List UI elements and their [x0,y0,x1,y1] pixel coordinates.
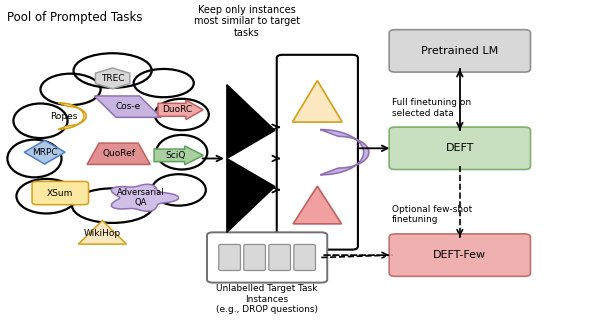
Polygon shape [320,129,369,175]
Text: Ropes: Ropes [50,112,78,120]
FancyBboxPatch shape [207,232,327,283]
Ellipse shape [152,174,206,206]
Ellipse shape [133,69,194,97]
Polygon shape [227,158,275,232]
Polygon shape [292,80,342,122]
Text: Pretrained LM: Pretrained LM [421,46,498,56]
Text: SciQ: SciQ [165,151,185,160]
FancyBboxPatch shape [389,30,530,72]
FancyBboxPatch shape [219,244,240,270]
Ellipse shape [16,179,77,213]
Ellipse shape [7,140,62,177]
Polygon shape [154,146,204,165]
Text: Adversarial
QA: Adversarial QA [117,188,165,207]
FancyBboxPatch shape [277,55,358,250]
Text: DEFT: DEFT [446,143,474,153]
FancyBboxPatch shape [294,244,315,270]
Text: TREC: TREC [101,74,124,83]
Text: DEFT-Few: DEFT-Few [433,250,486,260]
Polygon shape [94,96,161,117]
Polygon shape [79,221,126,244]
FancyBboxPatch shape [389,127,530,169]
Ellipse shape [72,188,153,223]
Polygon shape [24,140,65,164]
Text: Unlabelled Target Task
Instances
(e.g., DROP questions): Unlabelled Target Task Instances (e.g., … [216,284,318,314]
Polygon shape [227,85,275,158]
Polygon shape [293,186,341,224]
Ellipse shape [155,99,209,130]
Text: Pool of Prompted Tasks: Pool of Prompted Tasks [7,11,143,24]
Ellipse shape [13,103,68,138]
Polygon shape [95,68,130,89]
FancyBboxPatch shape [244,244,265,270]
Ellipse shape [34,86,191,187]
Polygon shape [111,184,179,211]
Polygon shape [59,103,86,129]
Text: Cos-e: Cos-e [115,102,140,111]
Ellipse shape [40,74,101,105]
FancyBboxPatch shape [389,234,530,276]
Text: QuoRef: QuoRef [102,149,135,158]
FancyBboxPatch shape [32,181,89,205]
Text: DuoRC: DuoRC [162,105,193,114]
Polygon shape [158,100,203,119]
Text: MRPC: MRPC [32,148,57,157]
Polygon shape [87,143,150,165]
Ellipse shape [156,135,207,169]
Ellipse shape [74,53,152,88]
Text: Keep only instances
most similar to target
tasks: Keep only instances most similar to targ… [194,5,300,38]
Text: Optional few-shot
finetuning: Optional few-shot finetuning [392,205,472,224]
Text: XSum: XSum [47,189,74,198]
FancyBboxPatch shape [269,244,291,270]
Text: WikiHop: WikiHop [84,230,121,239]
Text: Full finetuning on
selected data: Full finetuning on selected data [392,98,471,118]
